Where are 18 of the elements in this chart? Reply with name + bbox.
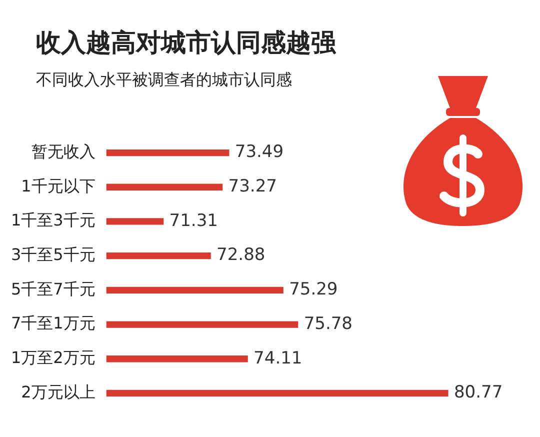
y-tick-label: 1万至2万元 [11, 348, 96, 368]
y-tick-label: 3千至5千元 [11, 244, 96, 264]
data-label: 80.77 [454, 382, 503, 403]
data-label: 72.88 [216, 245, 266, 266]
data-label: 74.11 [254, 348, 302, 368]
chart-title: 收入越高对城市认同感越强 [36, 27, 336, 59]
y-tick-label: 暂无收入 [31, 142, 96, 161]
y-tick-label: 7千至1万元 [11, 314, 96, 333]
data-label: 71.31 [169, 210, 218, 231]
data-label: 73.27 [228, 176, 277, 197]
y-tick-label: 1千元以下 [21, 176, 96, 196]
data-label: 73.49 [234, 142, 284, 162]
y-tick-label: 2万元以上 [21, 382, 96, 402]
y-tick-label: 1千至3千元 [11, 210, 96, 230]
data-label: 75.78 [304, 314, 352, 334]
chart-subtitle: 不同收入水平被调查者的城市认同感 [36, 70, 292, 91]
data-label: 75.29 [289, 280, 338, 300]
y-tick-label: 5千至7千元 [11, 279, 96, 298]
